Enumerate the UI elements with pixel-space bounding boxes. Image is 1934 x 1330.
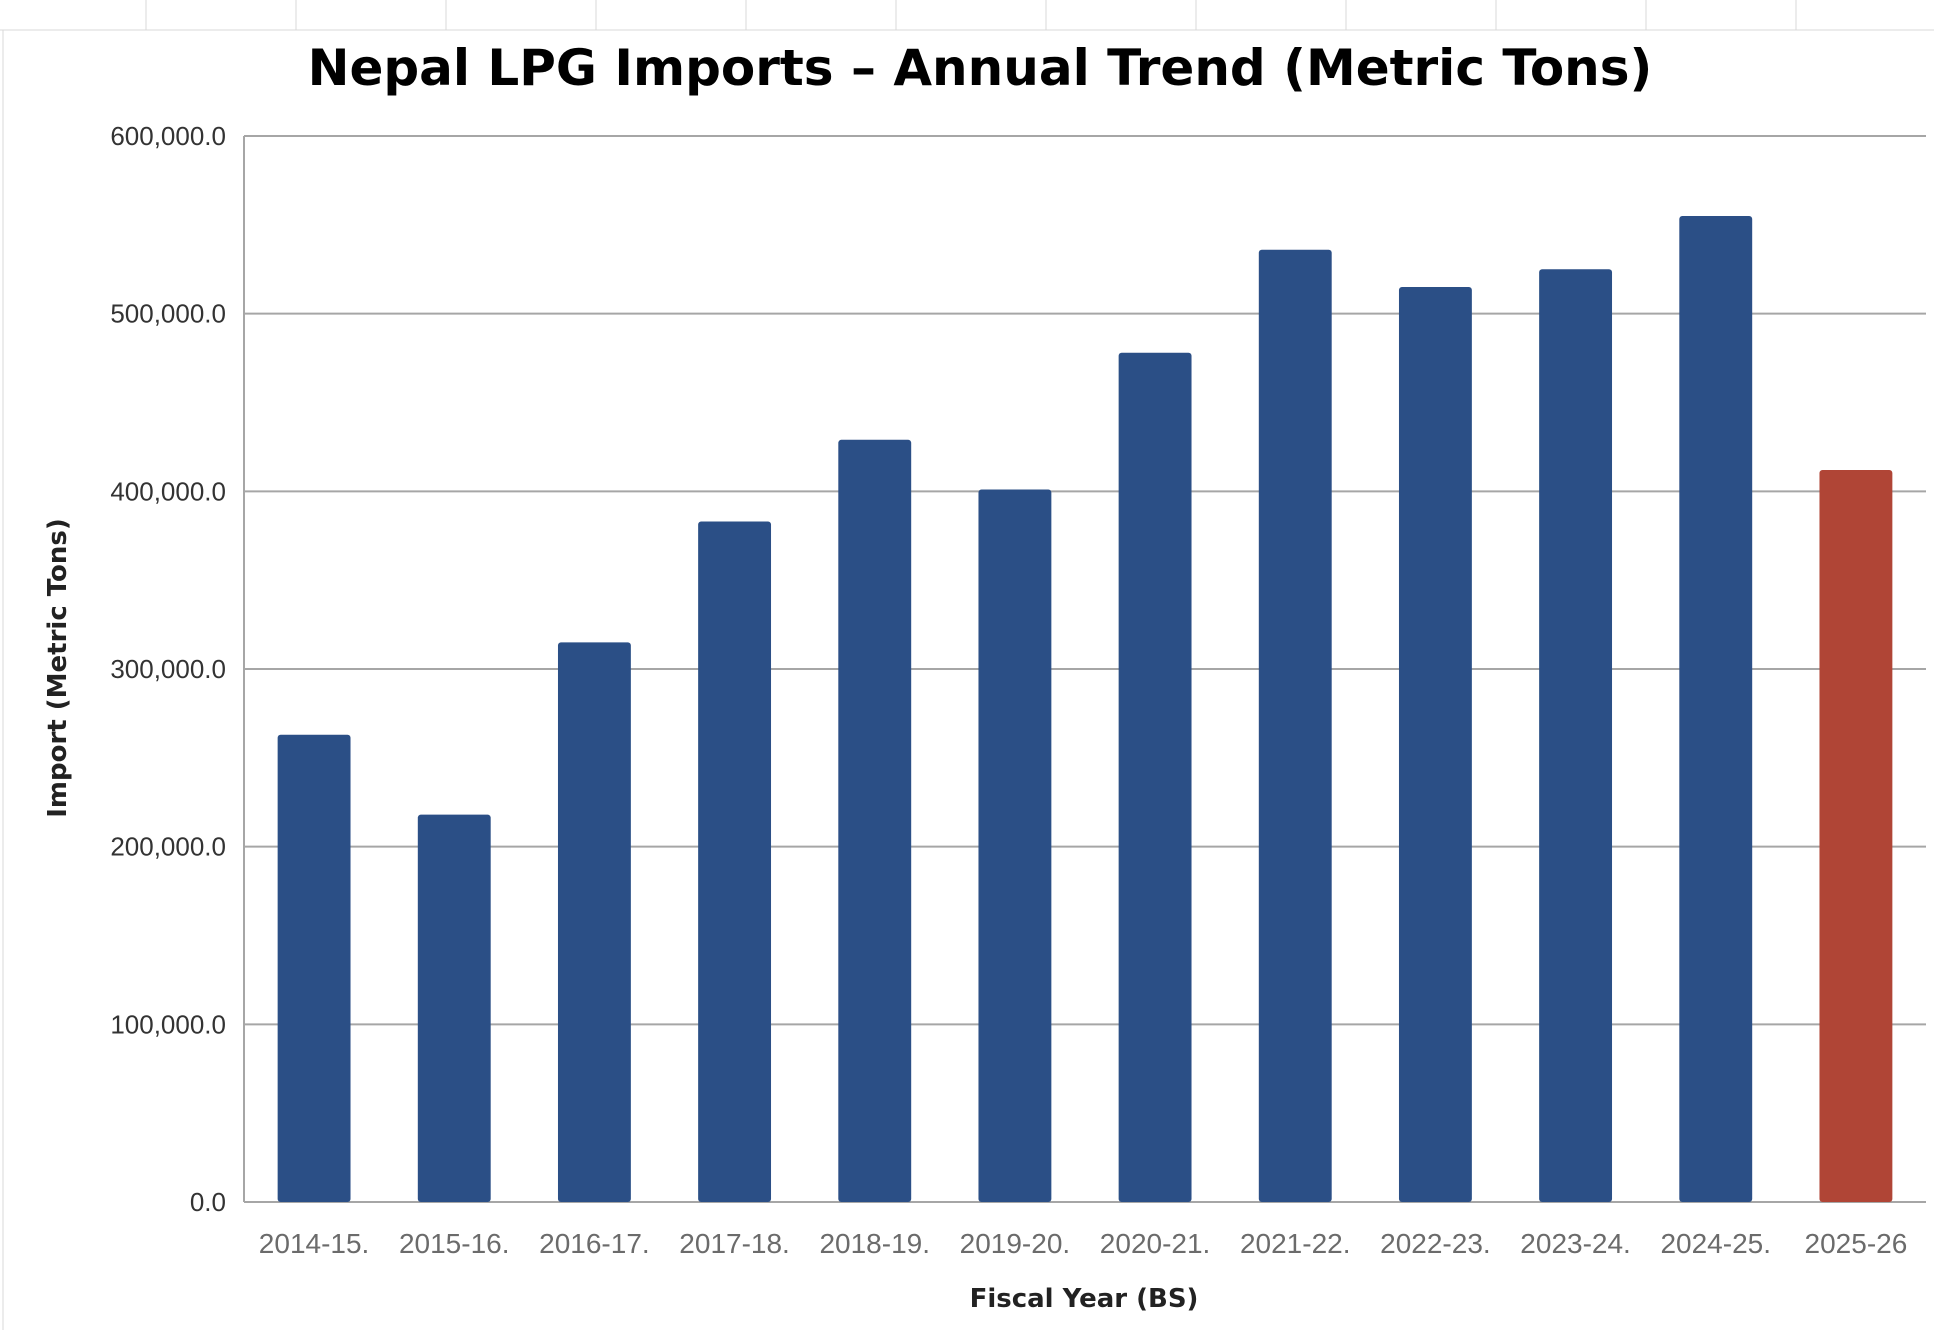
chart-title: Nepal LPG Imports – Annual Trend (Metric… <box>308 39 1653 97</box>
x-tick-label: 2016-17. <box>539 1228 650 1259</box>
x-tick-label: 2022-23. <box>1380 1228 1491 1259</box>
bar-2020-21 <box>1118 352 1192 1203</box>
bars <box>277 215 1893 1203</box>
y-axis-title: Import (Metric Tons) <box>43 518 73 818</box>
y-tick-label: 500,000.0 <box>110 299 226 329</box>
bar-2024-25 <box>1679 215 1753 1202</box>
x-tick-label: 2024-25. <box>1660 1228 1771 1259</box>
y-tick-label: 400,000.0 <box>110 476 226 506</box>
x-tick-label: 2020-21. <box>1100 1228 1211 1259</box>
bar-2015-16 <box>417 814 491 1202</box>
x-tick-label: 2017-18. <box>679 1228 790 1259</box>
bar-2019-20 <box>978 489 1052 1203</box>
x-tick-label: 2021-22. <box>1240 1228 1351 1259</box>
x-tick-label: 2018-19. <box>819 1228 930 1259</box>
y-tick-label: 100,000.0 <box>110 1009 226 1039</box>
x-axis-title: Fiscal Year (BS) <box>970 1284 1199 1314</box>
bar-2017-18 <box>698 521 772 1202</box>
gridlines <box>243 135 1926 1203</box>
y-tick-label: 0.0 <box>190 1187 226 1217</box>
x-tick-label: 2014-15. <box>259 1228 370 1259</box>
x-tick-label: 2015-16. <box>399 1228 510 1259</box>
bar-2023-24 <box>1539 269 1613 1202</box>
y-axis-tick-labels: 0.0 100,000.0 200,000.0 300,000.0 400,000.0 5… <box>110 121 226 1217</box>
bar-2025-26 <box>1819 470 1893 1203</box>
y-tick-label: 300,000.0 <box>110 654 226 684</box>
bar-2021-22 <box>1258 249 1332 1202</box>
y-tick-label: 600,000.0 <box>110 121 226 151</box>
bar-2014-15 <box>277 734 351 1202</box>
bar-2022-23 <box>1398 287 1472 1202</box>
x-tick-label: 2019-20. <box>960 1228 1071 1259</box>
y-tick-label: 200,000.0 <box>110 832 226 862</box>
x-axis-tick-labels: 2014-15. 2015-16. 2016-17. 2017-18. 2018-19.… <box>259 1228 1907 1259</box>
bar-2018-19 <box>838 439 912 1202</box>
x-tick-label: 2025-26 <box>1805 1228 1908 1259</box>
x-tick-label: 2023-24. <box>1520 1228 1631 1259</box>
bar-2016-17 <box>557 642 631 1202</box>
